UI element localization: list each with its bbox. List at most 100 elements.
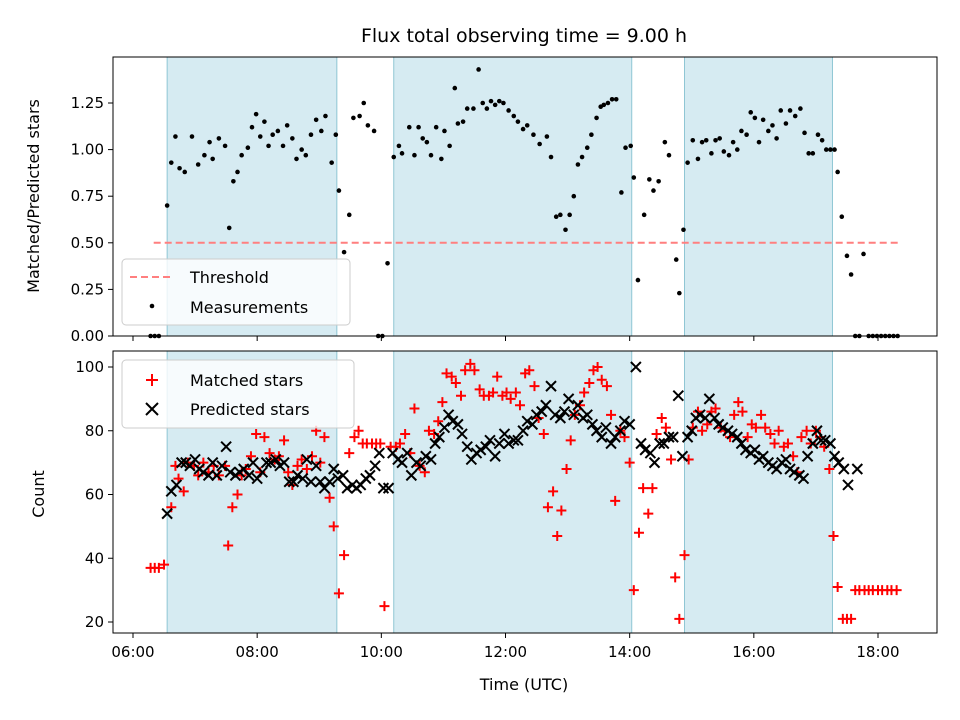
measurement-point	[792, 113, 798, 119]
predicted-stars-marker	[420, 450, 432, 462]
matched-stars-marker	[529, 381, 540, 392]
measurement-point	[628, 143, 634, 149]
measurement-point	[177, 165, 182, 171]
matched-stars-marker	[538, 428, 549, 439]
matched-stars-legend-swatch	[146, 374, 158, 386]
matched-stars-marker	[548, 486, 559, 497]
matched-stars-marker	[379, 601, 390, 612]
measurement-point	[778, 108, 784, 113]
measurement-point	[189, 134, 195, 139]
predicted-stars-legend-swatch	[145, 402, 159, 416]
predicted-stars-marker	[639, 444, 651, 456]
matched-stars-marker	[505, 393, 516, 404]
matched-stars-marker	[446, 371, 457, 382]
matched-stars-marker	[561, 464, 572, 474]
legend-box	[121, 359, 355, 429]
matched-stars-marker	[328, 521, 339, 532]
matched-stars-marker	[333, 588, 344, 599]
matched-stars-marker	[227, 502, 238, 513]
measurement-point	[589, 132, 594, 137]
predicted-stars-marker	[554, 412, 567, 424]
measurement-point	[548, 154, 554, 160]
measurement-point	[699, 139, 705, 145]
predicted-stars-marker	[401, 447, 413, 459]
measurement-point	[839, 214, 845, 220]
matched-stars-marker	[679, 550, 690, 561]
predicted-stars-marker	[287, 476, 300, 488]
matched-stars-marker	[624, 457, 635, 468]
predicted-stars-marker	[819, 434, 831, 447]
matched-stars-marker	[769, 438, 780, 449]
matched-stars-marker	[456, 390, 467, 401]
predicted-stars-marker	[425, 453, 437, 466]
measurement-point	[609, 96, 615, 102]
matched-stars-marker	[292, 460, 303, 471]
predicted-stars-marker	[780, 453, 792, 466]
measurement-point	[266, 143, 271, 149]
measurement-point	[371, 128, 377, 134]
matched-stars-marker	[375, 438, 386, 449]
measurement-point	[365, 123, 371, 128]
matched-stars-marker	[579, 387, 590, 398]
predicted-stars-marker	[801, 450, 814, 462]
matched-stars-marker	[737, 406, 748, 417]
measurement-point	[270, 132, 275, 137]
matched-stars-marker	[319, 432, 330, 443]
matched-stars-marker	[633, 527, 644, 538]
y-tick-label: 0.00	[71, 327, 104, 345]
predicted-stars-marker	[328, 463, 340, 475]
measurement-point	[420, 136, 426, 141]
matched-stars-marker	[394, 438, 405, 449]
measurement-point	[579, 154, 585, 160]
measurement-point	[239, 152, 244, 158]
predicted-stars-marker	[605, 437, 617, 450]
measurement-point	[245, 145, 251, 151]
matched-stars-marker	[353, 425, 364, 436]
predicted-stars-marker	[562, 393, 575, 405]
predicted-stars-marker	[526, 418, 539, 431]
matched-stars-marker	[153, 562, 164, 573]
measurement-point	[506, 108, 511, 113]
measurement-point	[329, 160, 334, 165]
measurement-point	[832, 147, 837, 152]
measurement-point	[594, 115, 599, 121]
predicted-stars-marker	[452, 418, 464, 431]
matched-stars-marker	[733, 397, 744, 408]
predicted-stars-marker	[681, 431, 694, 443]
measurement-point	[452, 85, 458, 91]
predicted-stars-marker	[545, 380, 557, 392]
matched-stars-marker	[601, 381, 612, 392]
measurement-point	[787, 108, 793, 113]
measurement-point	[442, 128, 447, 134]
matched-stars-marker	[465, 358, 476, 369]
measurement-point	[730, 139, 736, 145]
predicted-stars-marker	[498, 428, 511, 440]
measurement-point	[835, 169, 840, 175]
matched-stars-marker	[750, 422, 761, 433]
measurement-point	[601, 102, 607, 108]
threshold-legend-label: Threshold	[189, 268, 269, 287]
measurement-point	[752, 115, 758, 121]
matched-stars-marker	[400, 428, 411, 439]
measurement-point	[253, 111, 259, 117]
measurement-point	[492, 102, 498, 108]
predicted-stars-marker	[558, 405, 571, 418]
measurement-point	[496, 98, 502, 104]
measurement-point	[385, 261, 390, 266]
measurement-point	[488, 98, 494, 104]
measurement-point	[471, 106, 476, 111]
predicted-stars-marker	[337, 469, 349, 482]
matched-stars-marker	[891, 585, 902, 596]
matched-stars-marker	[501, 387, 512, 398]
x-tick-label: 08:00	[236, 643, 279, 661]
measurement-point	[553, 214, 559, 220]
measurement-point	[202, 152, 207, 158]
measurement-point	[280, 143, 286, 149]
predicted-stars-marker	[405, 469, 418, 482]
measurement-point	[275, 128, 281, 134]
predicted-stars-marker	[807, 437, 819, 450]
predicted-stars-marker	[323, 476, 336, 488]
predicted-stars-marker	[301, 453, 313, 466]
measurement-point	[168, 160, 174, 165]
